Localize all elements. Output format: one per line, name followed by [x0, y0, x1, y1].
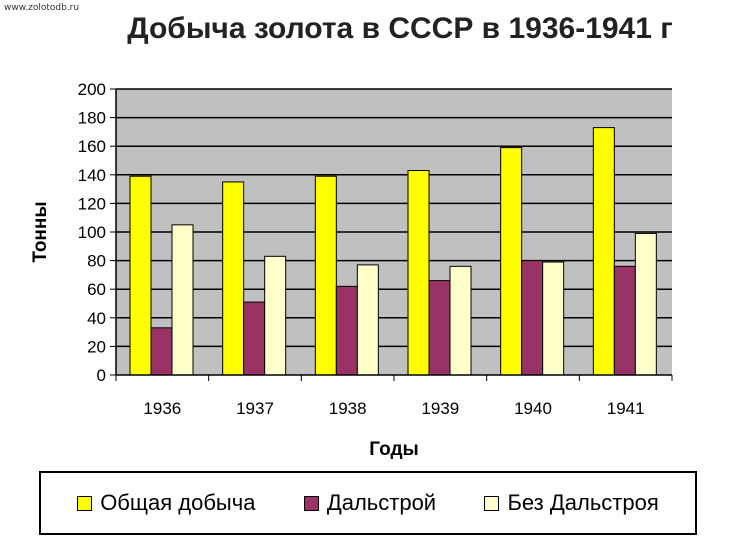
watermark: www.zolotodb.ru	[4, 3, 80, 13]
x-tick-label: 1940	[514, 399, 552, 418]
y-tick-label: 40	[87, 309, 106, 328]
chart-title: Добыча золота в СССР в 1936-1941 г	[127, 12, 673, 45]
x-tick-label: 1937	[236, 399, 274, 418]
bar-total	[129, 175, 152, 376]
legend-item: Без Дальстроя	[484, 490, 659, 516]
bar-total	[407, 170, 430, 376]
bar-without-dalstroy	[356, 264, 379, 376]
axes: 0 20 40 60 80 100 120 140 160 180 200 1936 1937 1938 1…	[78, 80, 673, 418]
legend: Общая добыча Дальстрой Без Дальстроя	[39, 471, 697, 535]
bar-dalstroy	[335, 285, 358, 376]
legend-swatch	[303, 495, 319, 511]
y-tick-label: 20	[87, 337, 106, 356]
x-tick-label: 1941	[607, 399, 645, 418]
bar-dalstroy	[243, 301, 266, 376]
y-tick-label: 180	[78, 109, 106, 128]
bar-dalstroy	[613, 265, 636, 376]
x-axis-title: Годы	[369, 439, 418, 460]
y-tick-label: 160	[78, 137, 106, 156]
x-tick-label: 1936	[143, 399, 181, 418]
legend-swatch	[484, 495, 500, 511]
legend-label: Без Дальстроя	[507, 490, 659, 515]
bar-without-dalstroy	[634, 232, 657, 376]
bar-dalstroy	[521, 260, 544, 376]
y-tick-label: 140	[78, 166, 106, 185]
bar-total	[500, 147, 523, 376]
bar-total	[592, 127, 615, 376]
bar-without-dalstroy	[264, 255, 287, 376]
y-tick-label: 60	[87, 280, 106, 299]
y-tick-label: 100	[78, 223, 106, 242]
y-axis-title: Тонны	[30, 201, 51, 262]
bar-without-dalstroy	[449, 265, 472, 376]
legend-swatch	[77, 495, 93, 511]
bar-total	[314, 175, 337, 376]
y-tick-label: 120	[78, 194, 106, 213]
bars	[129, 127, 657, 376]
bar-chart: 0 20 40 60 80 100 120 140 160 180 200 1936 1937 1938 1…	[30, 80, 673, 460]
legend-item: Общая добыча	[77, 490, 255, 516]
bar-dalstroy	[428, 280, 451, 376]
x-tick-label: 1939	[421, 399, 459, 418]
y-tick-label: 200	[78, 80, 106, 99]
y-tick-label: 80	[87, 252, 106, 271]
y-tick-label: 0	[97, 366, 106, 385]
bar-total	[222, 181, 245, 376]
gridlines	[116, 88, 672, 348]
bar-without-dalstroy	[542, 261, 565, 376]
bar-dalstroy	[150, 327, 173, 376]
bar-without-dalstroy	[171, 224, 194, 376]
legend-label: Дальстрой	[326, 490, 437, 515]
x-tick-label: 1938	[329, 399, 367, 418]
legend-label: Общая добыча	[100, 490, 256, 515]
legend-item: Дальстрой	[303, 490, 437, 516]
